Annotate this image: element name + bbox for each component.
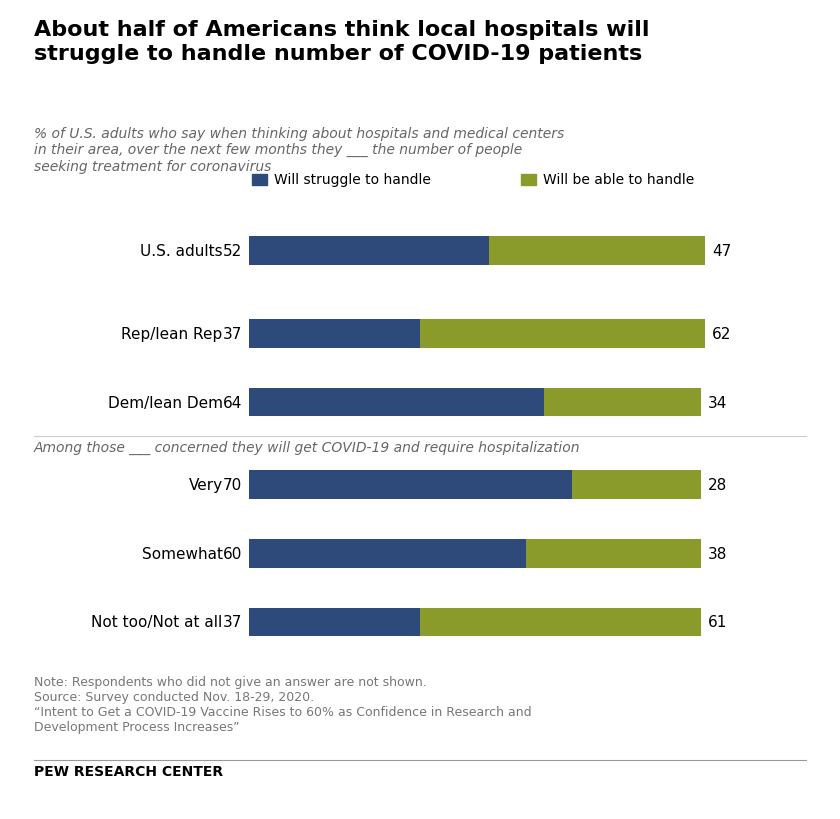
Text: 64: 64: [223, 395, 242, 410]
Text: 37: 37: [223, 327, 242, 342]
Text: PEW RESEARCH CENTER: PEW RESEARCH CENTER: [34, 764, 223, 779]
Text: % of U.S. adults who say when thinking about hospitals and medical centers
in th: % of U.S. adults who say when thinking a…: [34, 127, 564, 174]
Bar: [526, 539, 701, 568]
Text: Note: Respondents who did not give an answer are not shown.
Source: Survey condu: Note: Respondents who did not give an an…: [34, 676, 531, 734]
Text: 28: 28: [707, 477, 727, 492]
Bar: [419, 319, 706, 348]
Bar: [544, 388, 701, 417]
Text: 70: 70: [223, 477, 242, 492]
Text: Rep/lean Rep: Rep/lean Rep: [121, 327, 223, 342]
Bar: [489, 237, 706, 266]
Text: Will be able to handle: Will be able to handle: [543, 173, 694, 188]
Text: About half of Americans think local hospitals will
struggle to handle number of : About half of Americans think local hosp…: [34, 20, 649, 64]
Bar: [419, 608, 701, 636]
Text: Will struggle to handle: Will struggle to handle: [274, 173, 431, 188]
Text: 38: 38: [707, 546, 727, 561]
Bar: [572, 470, 701, 500]
Text: Very: Very: [188, 477, 223, 492]
Text: U.S. adults: U.S. adults: [140, 244, 223, 259]
Bar: [249, 319, 419, 348]
Bar: [249, 608, 419, 636]
Text: 62: 62: [712, 327, 732, 342]
Text: Somewhat: Somewhat: [142, 546, 223, 561]
Text: 52: 52: [223, 244, 242, 259]
Text: Among those ___ concerned they will get COVID-19 and require hospitalization: Among those ___ concerned they will get …: [34, 440, 580, 455]
Bar: [249, 539, 526, 568]
Text: Dem/lean Dem: Dem/lean Dem: [108, 395, 223, 410]
Bar: [249, 388, 544, 417]
Bar: [249, 470, 572, 500]
Text: 37: 37: [223, 615, 242, 630]
Text: 60: 60: [223, 546, 242, 561]
Text: Not too/Not at all: Not too/Not at all: [92, 615, 223, 630]
Text: 34: 34: [707, 395, 727, 410]
Text: 47: 47: [712, 244, 732, 259]
Bar: [249, 237, 489, 266]
Text: 61: 61: [707, 615, 727, 630]
